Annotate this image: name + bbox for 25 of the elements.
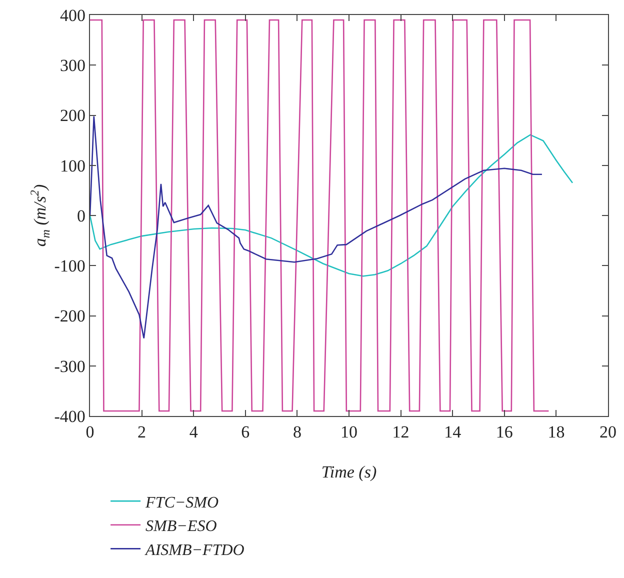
x-tick-label: 2 [138,422,146,442]
x-tick-label: 12 [392,422,410,442]
x-tick-label: 6 [241,422,250,442]
y-tick-label: -300 [54,356,86,376]
y-tick-label: 200 [60,106,86,126]
legend-label: SMB−ESO [146,518,218,536]
x-tick-label: 10 [340,422,358,442]
x-tick-label: 16 [496,422,513,442]
line-series [90,134,574,277]
y-tick-label: 300 [60,56,86,76]
legend-label: AISMB−FTDO [144,542,245,559]
y-tick-label: 100 [60,156,86,176]
y-tick-label: 0 [76,206,86,226]
y-tick-label: -100 [54,256,86,276]
x-tick-label: 14 [444,422,462,442]
x-tick-label: 8 [292,422,302,442]
x-tick-label: 18 [548,422,565,442]
x-tick-label: 20 [600,422,616,442]
line-series [90,116,543,339]
x-tick-label: 4 [189,422,198,442]
legend-label: FTC−SMO [144,494,220,512]
y-tick-label: -400 [54,406,86,426]
y-tick-label: -200 [54,306,86,326]
x-axis-title: Time (s) [321,462,377,482]
y-tick-label: 400 [60,6,86,25]
